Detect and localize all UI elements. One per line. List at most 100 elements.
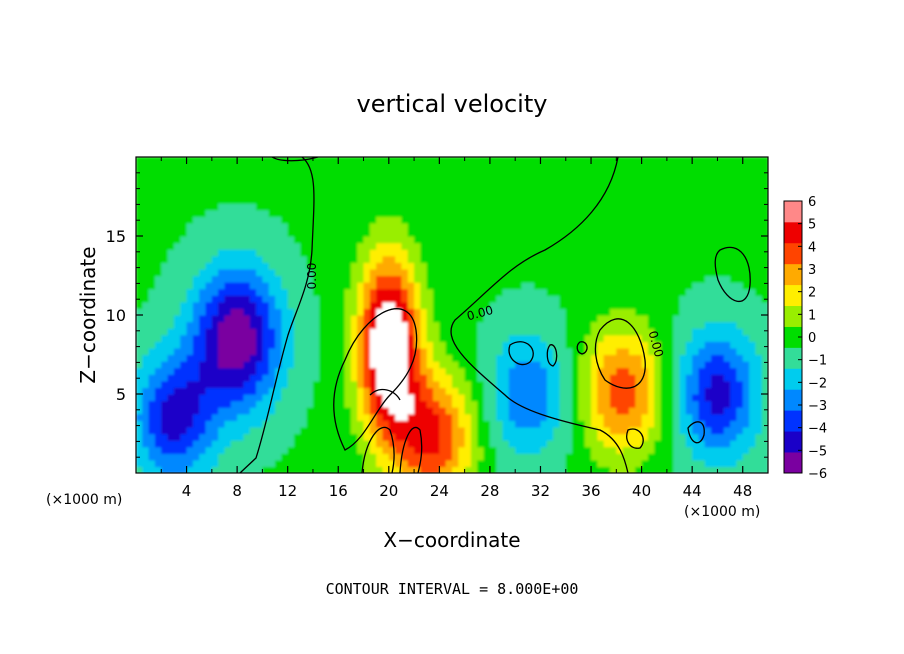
heatmap-cell bbox=[142, 459, 150, 468]
heatmap-cell bbox=[325, 328, 333, 336]
heatmap-cell bbox=[635, 334, 643, 342]
heatmap-cell bbox=[578, 288, 586, 296]
heatmap-cell bbox=[717, 242, 725, 250]
heatmap-cell bbox=[540, 222, 548, 231]
colorbar-label: −3 bbox=[808, 399, 827, 414]
heatmap-cell bbox=[388, 249, 396, 257]
heatmap-cell bbox=[433, 183, 440, 191]
heatmap-cell bbox=[186, 466, 194, 473]
heatmap-cell bbox=[622, 328, 630, 336]
heatmap-cell bbox=[717, 328, 725, 336]
heatmap-cell bbox=[369, 367, 377, 375]
heatmap-cell bbox=[559, 189, 567, 198]
heatmap-cell bbox=[237, 394, 245, 402]
heatmap-cell bbox=[616, 394, 624, 402]
heatmap-cell bbox=[502, 189, 510, 198]
heatmap-cell bbox=[414, 321, 421, 329]
heatmap-cell bbox=[584, 466, 592, 473]
heatmap-cell bbox=[458, 170, 466, 178]
heatmap-cell bbox=[148, 347, 156, 356]
heatmap-cell bbox=[496, 413, 504, 421]
heatmap-cell bbox=[603, 433, 611, 441]
heatmap-cell bbox=[230, 308, 238, 316]
heatmap-cell bbox=[205, 209, 213, 217]
heatmap-cell bbox=[730, 183, 737, 191]
heatmap-cell bbox=[458, 426, 466, 435]
heatmap-cell bbox=[382, 413, 390, 421]
heatmap-cell bbox=[395, 440, 403, 448]
contour-bottom-right bbox=[687, 421, 705, 444]
heatmap-cell bbox=[597, 347, 605, 356]
heatmap-cell bbox=[610, 242, 617, 250]
heatmap-cell bbox=[281, 433, 289, 441]
heatmap-cell bbox=[287, 426, 295, 435]
heatmap-cell bbox=[218, 321, 226, 329]
heatmap-cell bbox=[660, 189, 668, 198]
heatmap-cell bbox=[660, 361, 668, 369]
heatmap-cell bbox=[540, 334, 548, 342]
heatmap-cell bbox=[641, 394, 649, 402]
heatmap-cell bbox=[350, 203, 358, 211]
heatmap-cell bbox=[319, 288, 327, 296]
heatmap-cell bbox=[603, 466, 611, 473]
heatmap-cell bbox=[433, 209, 440, 217]
heatmap-cell bbox=[508, 255, 516, 263]
heatmap-cell bbox=[711, 315, 719, 323]
heatmap-cell bbox=[230, 440, 238, 448]
heatmap-cell bbox=[344, 255, 352, 263]
heatmap-cell bbox=[628, 420, 636, 428]
heatmap-cell bbox=[180, 249, 188, 257]
heatmap-cell bbox=[407, 163, 415, 171]
heatmap-cell bbox=[388, 242, 396, 250]
heatmap-cell bbox=[458, 203, 466, 211]
heatmap-cell bbox=[186, 255, 194, 263]
heatmap-cell bbox=[464, 374, 472, 382]
heatmap-cell bbox=[344, 236, 352, 244]
heatmap-cell bbox=[698, 361, 706, 369]
heatmap-cell bbox=[628, 222, 636, 231]
heatmap-cell bbox=[420, 170, 428, 178]
heatmap-cell bbox=[180, 242, 188, 250]
heatmap-cell bbox=[136, 308, 143, 316]
heatmap-cell bbox=[508, 301, 516, 310]
heatmap-cell bbox=[483, 420, 491, 428]
heatmap-cell bbox=[647, 229, 655, 237]
heatmap-cell bbox=[224, 176, 232, 184]
heatmap-cell bbox=[635, 466, 643, 473]
heatmap-cell bbox=[483, 321, 491, 329]
heatmap-cell bbox=[249, 374, 257, 382]
heatmap-cell bbox=[458, 176, 466, 184]
heatmap-cell bbox=[256, 440, 263, 448]
heatmap-cell bbox=[483, 262, 491, 270]
heatmap-cell bbox=[237, 163, 245, 171]
heatmap-cell bbox=[717, 347, 725, 356]
heatmap-cell bbox=[641, 347, 649, 356]
heatmap-cell bbox=[344, 380, 352, 389]
heatmap-cell bbox=[312, 334, 320, 342]
heatmap-cell bbox=[369, 196, 377, 204]
heatmap-cell bbox=[622, 170, 630, 178]
heatmap-cell bbox=[224, 288, 232, 296]
heatmap-cell bbox=[211, 374, 219, 382]
heatmap-cell bbox=[312, 315, 320, 323]
heatmap-cell bbox=[692, 361, 700, 369]
heatmap-cell bbox=[395, 209, 403, 217]
heatmap-cell bbox=[565, 420, 573, 428]
heatmap-cell bbox=[256, 407, 263, 415]
heatmap-cell bbox=[205, 176, 213, 184]
heatmap-cell bbox=[199, 466, 207, 473]
heatmap-cell bbox=[300, 334, 308, 342]
heatmap-cell bbox=[211, 249, 219, 257]
heatmap-cell bbox=[167, 176, 175, 184]
heatmap-cell bbox=[136, 301, 143, 310]
heatmap-cell bbox=[325, 315, 333, 323]
heatmap-cell bbox=[521, 394, 529, 402]
heatmap-cell bbox=[572, 249, 579, 257]
heatmap-cell bbox=[730, 420, 737, 428]
heatmap-cell bbox=[458, 301, 466, 310]
heatmap-cell bbox=[173, 361, 181, 369]
heatmap-cell bbox=[679, 222, 687, 231]
heatmap-cell bbox=[654, 440, 662, 448]
heatmap-cell bbox=[142, 196, 150, 204]
heatmap-cell bbox=[445, 367, 453, 375]
